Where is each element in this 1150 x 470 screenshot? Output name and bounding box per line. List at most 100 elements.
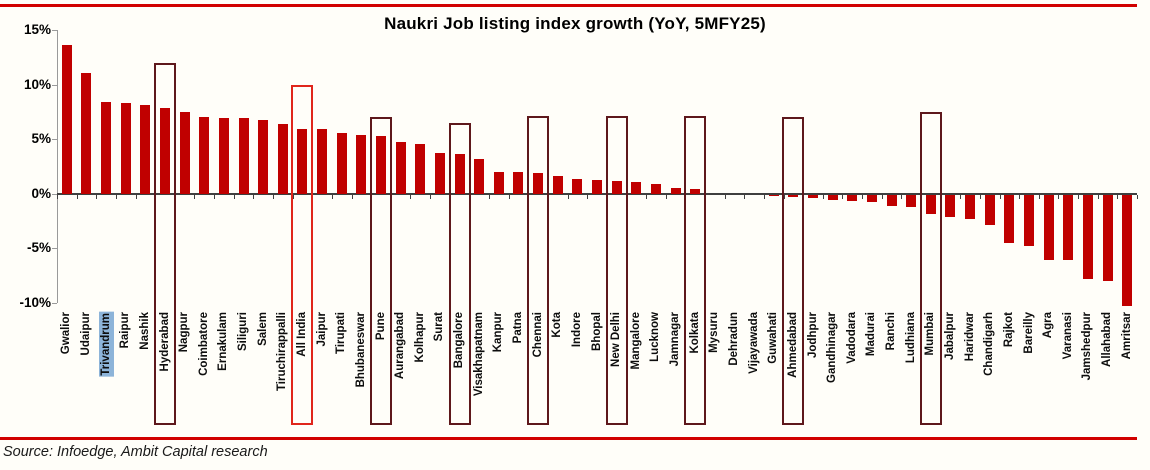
- x-axis-tick: [214, 194, 216, 199]
- x-axis-tick: [901, 194, 903, 199]
- highlight-box: [684, 116, 707, 425]
- x-axis-tick: [410, 194, 412, 199]
- x-axis-category-label: Jamshedpur: [1081, 312, 1094, 381]
- bar: [827, 194, 838, 201]
- x-axis-tick: [273, 194, 274, 199]
- bar: [513, 171, 524, 194]
- x-axis-category-label: Indore: [570, 312, 583, 348]
- y-axis-label: 10%: [23, 76, 51, 92]
- x-axis-tick: [1137, 194, 1138, 199]
- x-axis-category-label: Patna: [511, 312, 524, 344]
- bar: [238, 118, 249, 194]
- x-axis-category-label: Tiruchirappalli: [276, 312, 289, 392]
- x-axis: [57, 192, 1137, 195]
- bar: [101, 102, 112, 194]
- x-axis-category-label: Ernakulam: [217, 312, 230, 371]
- x-axis-tick: [331, 194, 333, 199]
- bar: [984, 194, 995, 226]
- x-axis-category-label: Mangalore: [629, 312, 642, 370]
- bar: [199, 117, 210, 194]
- x-axis-tick: [57, 194, 58, 199]
- x-axis-tick: [763, 194, 765, 199]
- x-axis-category-label: Ranchi: [885, 312, 898, 351]
- bar: [376, 135, 386, 194]
- x-axis-category-label: Nagpur: [178, 312, 191, 353]
- bar: [1063, 194, 1074, 261]
- bar: [886, 194, 897, 206]
- x-axis-tick: [1097, 194, 1099, 199]
- x-axis-tick: [96, 194, 98, 199]
- bar: [552, 176, 563, 194]
- x-axis-tick: [1038, 194, 1040, 199]
- x-axis-category-label: Udaipur: [79, 312, 92, 356]
- x-axis-tick: [508, 194, 510, 199]
- x-axis-tick: [646, 194, 648, 199]
- bar: [415, 143, 426, 194]
- highlight-box: [605, 116, 628, 425]
- y-axis-tick: [52, 193, 57, 195]
- x-axis-tick: [253, 194, 255, 199]
- bar: [277, 123, 288, 194]
- y-axis-tick: [52, 139, 57, 141]
- highlight-box: [291, 84, 314, 425]
- bar: [120, 103, 131, 194]
- x-axis-category-label: Allahabad: [1101, 312, 1114, 367]
- x-axis-tick: [194, 194, 196, 199]
- x-axis-category-label: Vadodara: [845, 312, 858, 364]
- bar: [160, 107, 170, 194]
- y-axis-tick: [52, 248, 57, 250]
- x-axis-tick: [430, 194, 432, 199]
- x-axis-category-label: Kolhapur: [413, 312, 426, 363]
- bar: [395, 142, 406, 194]
- bar: [493, 171, 504, 194]
- bar: [1122, 194, 1133, 307]
- bar: [336, 132, 347, 194]
- x-axis-tick: [587, 194, 589, 199]
- x-axis-category-label: Dehradun: [727, 312, 740, 366]
- bar: [847, 194, 858, 202]
- x-axis-category-label-highlighted: Trivandrum: [98, 312, 114, 377]
- x-axis-tick: [135, 194, 137, 199]
- bar: [1024, 194, 1034, 247]
- x-axis-category-label: Raipur: [119, 312, 132, 349]
- x-axis-tick: [233, 194, 235, 199]
- y-axis-label: -10%: [19, 295, 51, 310]
- y-axis-tick: [52, 303, 57, 304]
- x-axis-category-label: Kanpur: [492, 312, 505, 353]
- x-axis-category-label: Coimbatore: [197, 312, 210, 376]
- x-axis-category-label: Siliguri: [237, 312, 250, 351]
- y-axis-label: 15%: [23, 22, 51, 37]
- bar: [808, 194, 818, 199]
- chart-title: Naukri Job listing index growth (YoY, 5M…: [384, 14, 766, 33]
- highlight-box: [448, 122, 471, 425]
- bar: [945, 194, 956, 217]
- x-axis-category-label: Guwahati: [767, 312, 780, 364]
- bottom-red-rule: [0, 437, 1137, 440]
- x-axis-tick: [862, 194, 864, 199]
- bar: [297, 129, 308, 194]
- x-axis-category-label: Bareilly: [1022, 312, 1035, 354]
- x-axis-tick: [351, 194, 353, 199]
- x-axis-tick: [1117, 194, 1119, 199]
- bar: [258, 119, 269, 194]
- x-axis-category-label: Jamnagar: [669, 312, 682, 367]
- x-axis-category-label: Vijayawada: [747, 312, 760, 374]
- x-axis-tick: [115, 194, 117, 199]
- x-axis-category-label: Jaipur: [315, 312, 328, 347]
- x-axis-category-label: Haridwar: [963, 312, 976, 362]
- y-axis: [57, 30, 58, 303]
- bar: [474, 158, 485, 194]
- x-axis-tick: [1019, 194, 1021, 199]
- bar: [356, 134, 367, 194]
- bar: [611, 180, 622, 194]
- x-axis-category-label: Bhopal: [590, 312, 603, 351]
- x-axis-category-label: Salem: [256, 312, 269, 346]
- highlight-box: [154, 62, 176, 425]
- source-note: Source: Infoedge, Ambit Capital research: [3, 444, 268, 460]
- x-axis-category-label: Jodhpur: [806, 312, 819, 358]
- x-axis-category-label: Gandhinagar: [826, 312, 839, 383]
- x-axis-category-label: Visakhapatnam: [472, 312, 485, 397]
- x-axis-category-label: Aurangabad: [394, 312, 407, 380]
- x-axis-category-label: Chandigarh: [983, 312, 996, 376]
- x-axis-tick: [1058, 194, 1060, 199]
